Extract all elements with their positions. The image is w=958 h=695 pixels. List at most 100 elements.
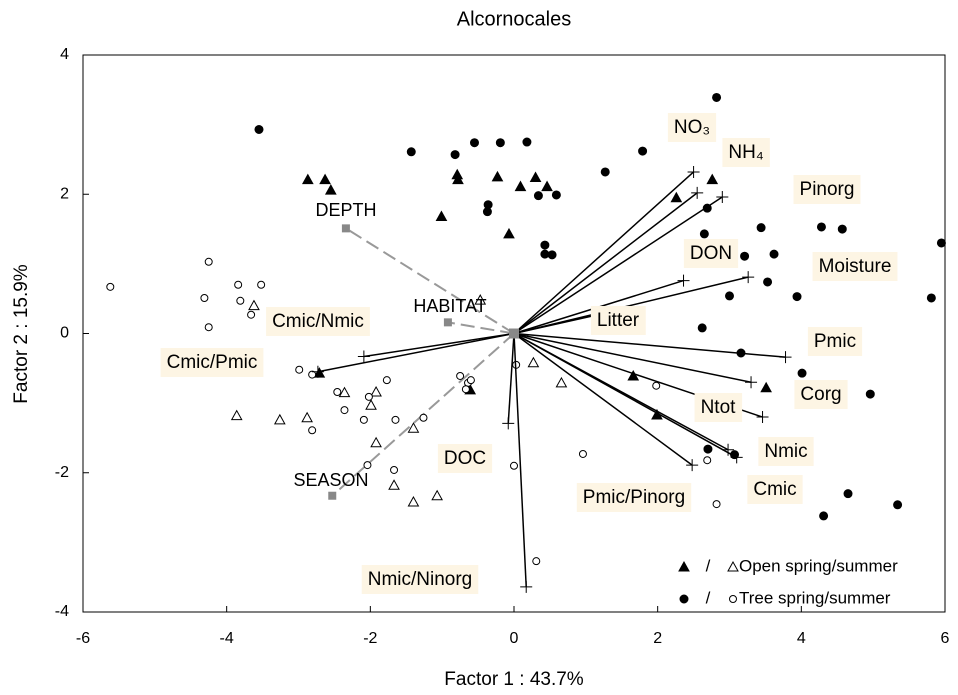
point xyxy=(313,367,326,378)
point xyxy=(474,294,487,305)
vector-end xyxy=(691,186,704,199)
vector xyxy=(513,196,723,335)
legend-label: Tree spring/summer xyxy=(739,588,891,607)
vector-label: Pmic/Pinorg xyxy=(583,487,685,508)
point xyxy=(816,222,826,232)
label-box xyxy=(683,239,739,269)
vector-label-group: Pinorg xyxy=(793,175,861,205)
label-box xyxy=(794,380,848,410)
point xyxy=(706,173,719,185)
point xyxy=(324,184,337,195)
x-axis-label: Factor 1 : 43.7% xyxy=(444,669,584,690)
point xyxy=(652,381,661,390)
legend-marker xyxy=(678,560,690,572)
point xyxy=(204,257,213,266)
point xyxy=(514,180,527,192)
point xyxy=(843,489,853,499)
point xyxy=(792,292,802,302)
vector-label: Corg xyxy=(800,384,841,405)
point xyxy=(340,406,349,415)
point xyxy=(407,495,420,507)
vector xyxy=(513,332,738,459)
label-box xyxy=(758,437,814,467)
vector-end xyxy=(779,351,792,364)
vector-label-group: DON xyxy=(683,239,739,269)
point xyxy=(522,137,532,147)
vector xyxy=(513,192,698,335)
point xyxy=(638,146,648,156)
vector-label-group: Nmic xyxy=(758,437,814,467)
point xyxy=(319,173,331,185)
point xyxy=(419,413,428,422)
vector xyxy=(513,332,693,466)
point xyxy=(388,479,400,490)
x-tick-label: 4 xyxy=(797,630,806,647)
point xyxy=(600,167,610,177)
vector-label: NO₃ xyxy=(674,117,710,138)
point xyxy=(725,291,734,301)
point xyxy=(431,489,443,501)
point xyxy=(382,376,391,385)
point xyxy=(370,385,382,397)
point xyxy=(699,229,709,239)
point xyxy=(466,376,475,385)
point xyxy=(769,249,779,259)
label-box xyxy=(437,444,493,474)
point xyxy=(301,411,313,423)
vector xyxy=(513,171,695,335)
vector-label: Litter xyxy=(597,310,640,331)
x-tick-label: -2 xyxy=(363,630,377,647)
point xyxy=(670,191,683,203)
y-tick-label: 2 xyxy=(60,185,69,202)
point xyxy=(254,124,264,134)
point xyxy=(503,227,515,239)
vector-label-group: Cmic/Pmic xyxy=(160,348,264,378)
x-tick-label: 2 xyxy=(653,630,662,647)
vector-label: Nmic/Ninorg xyxy=(368,569,473,590)
label-box xyxy=(590,306,646,336)
label-box xyxy=(361,565,479,595)
point xyxy=(760,381,772,393)
label-box xyxy=(266,307,370,337)
vector-label: Nmic xyxy=(764,441,807,462)
point xyxy=(365,399,377,410)
vector-label-group: Ntot xyxy=(694,393,743,423)
point xyxy=(893,500,903,510)
point xyxy=(200,293,209,302)
point xyxy=(435,210,448,222)
point xyxy=(527,356,540,368)
point xyxy=(370,436,382,448)
supplementary-point xyxy=(341,224,350,233)
vector-label: Ntot xyxy=(701,397,737,418)
point xyxy=(338,386,351,398)
x-tick-label: 6 xyxy=(941,630,950,647)
point xyxy=(627,369,640,381)
vector-label-group: Pmic xyxy=(807,327,863,357)
point xyxy=(756,223,766,233)
vector xyxy=(363,332,515,358)
point xyxy=(204,323,213,332)
vector xyxy=(513,332,752,383)
y-tick-label: 4 xyxy=(60,46,69,63)
point xyxy=(703,456,712,465)
point xyxy=(510,461,518,470)
point xyxy=(273,413,286,425)
label-box xyxy=(807,327,863,357)
supplementary-point xyxy=(328,491,337,500)
point xyxy=(295,365,304,374)
legend-separator: / xyxy=(706,588,711,607)
label-box xyxy=(722,138,770,168)
point xyxy=(248,299,260,311)
vector-end xyxy=(687,165,700,178)
point xyxy=(819,511,829,521)
point xyxy=(452,173,464,185)
point xyxy=(697,323,707,333)
point xyxy=(301,173,314,185)
vector-label: Cmic/Pmic xyxy=(167,352,258,373)
point xyxy=(333,387,342,396)
point xyxy=(257,280,266,289)
point xyxy=(236,296,245,305)
vector-label-group: Nmic/Ninorg xyxy=(361,565,479,595)
point xyxy=(495,138,505,148)
